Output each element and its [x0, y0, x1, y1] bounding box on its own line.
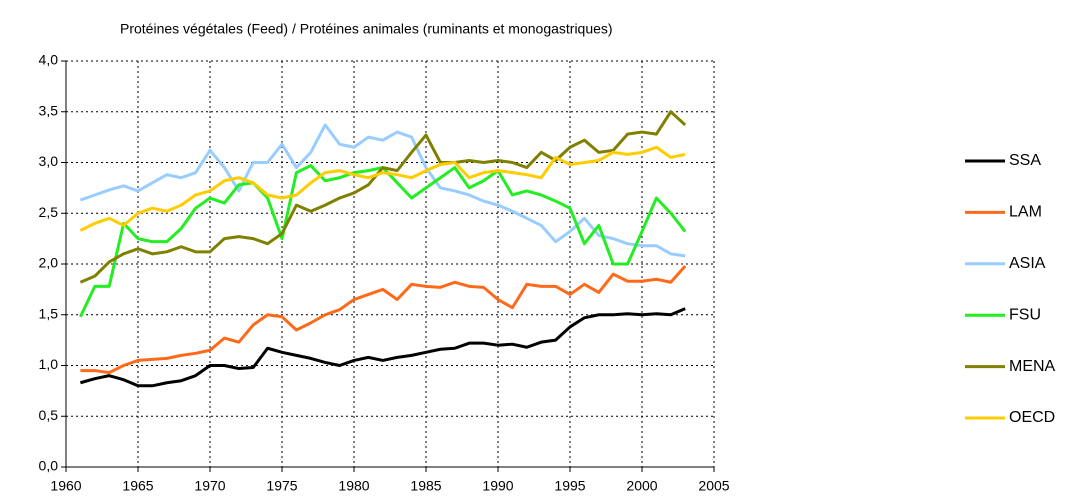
- series-line: [79, 123, 686, 258]
- x-tick-label: 1990: [482, 478, 513, 494]
- x-tick-label: 1960: [50, 478, 81, 494]
- x-tick-label: 1965: [122, 478, 153, 494]
- x-tick-label: 1980: [338, 478, 369, 494]
- series-line: [79, 145, 686, 232]
- y-tick-label: 3,0: [39, 153, 59, 169]
- x-tick-label: 2005: [698, 478, 729, 494]
- legend-label: LAM: [1009, 204, 1042, 221]
- legend-label: FSU: [1009, 306, 1041, 323]
- series-line: [79, 164, 687, 318]
- x-tick-label: 1970: [194, 478, 225, 494]
- x-tick-label: 2000: [626, 478, 657, 494]
- y-tick-label: 4,0: [39, 52, 59, 68]
- legend-label: MENA: [1009, 358, 1056, 375]
- legend-label: ASIA: [1009, 255, 1046, 272]
- series-line: [79, 307, 686, 388]
- series-line: [80, 265, 687, 375]
- y-tick-label: 3,5: [39, 102, 59, 118]
- y-tick-label: 0,0: [39, 458, 59, 474]
- y-tick-label: 1,0: [39, 356, 59, 372]
- x-tick-label: 1985: [410, 478, 441, 494]
- y-tick-label: 0,5: [39, 407, 59, 423]
- chart-title: Protéines végétales (Feed) / Protéines a…: [120, 21, 613, 37]
- y-tick-label: 2,5: [39, 204, 59, 220]
- legend-label: SSA: [1009, 152, 1041, 169]
- x-tick-label: 1995: [554, 478, 585, 494]
- y-tick-label: 1,5: [39, 305, 59, 321]
- y-tick-label: 2,0: [39, 255, 59, 271]
- legend-label: OECD: [1009, 409, 1055, 426]
- x-tick-label: 1975: [266, 478, 297, 494]
- series-line: [79, 110, 687, 284]
